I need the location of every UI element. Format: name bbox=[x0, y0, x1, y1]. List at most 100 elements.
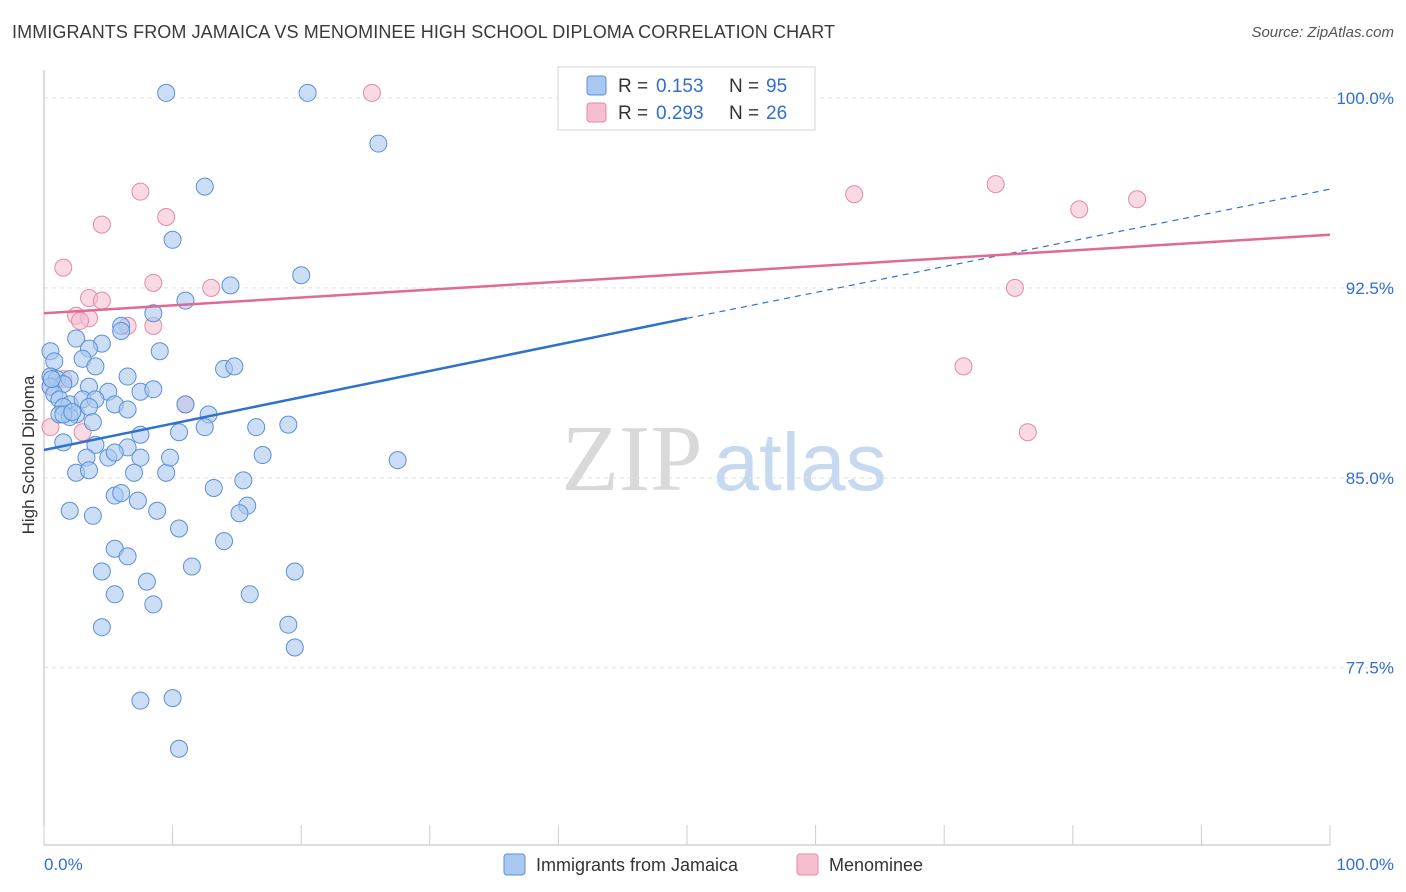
point-jamaica bbox=[131, 448, 150, 467]
point-jamaica bbox=[80, 461, 99, 480]
point-jamaica bbox=[292, 266, 311, 285]
point-menominee bbox=[1005, 278, 1024, 297]
point-jamaica bbox=[285, 638, 304, 657]
stats-legend: R = 0.153 N = 95 R = 0.293 N = 26 bbox=[557, 66, 816, 131]
point-menominee bbox=[92, 291, 111, 310]
point-jamaica bbox=[285, 562, 304, 581]
point-jamaica bbox=[176, 395, 195, 414]
grid bbox=[44, 97, 1392, 669]
point-menominee bbox=[1128, 190, 1147, 209]
point-jamaica bbox=[161, 448, 180, 467]
trend-line-menominee bbox=[43, 233, 1331, 315]
point-jamaica bbox=[195, 177, 214, 196]
point-jamaica bbox=[42, 370, 61, 389]
point-jamaica bbox=[60, 501, 79, 520]
point-jamaica bbox=[221, 276, 240, 295]
y-axis-label: High School Diploma bbox=[19, 375, 38, 534]
point-jamaica bbox=[112, 484, 131, 503]
point-jamaica bbox=[80, 397, 99, 416]
point-jamaica bbox=[118, 547, 137, 566]
point-jamaica bbox=[118, 367, 137, 386]
point-menominee bbox=[92, 215, 111, 234]
point-jamaica bbox=[137, 572, 156, 591]
x-tick-label-min: 0.0% bbox=[44, 855, 83, 874]
point-jamaica bbox=[388, 451, 407, 470]
point-jamaica bbox=[128, 491, 147, 510]
y-tick-label: 100.0% bbox=[1336, 89, 1394, 108]
stats-n-value-menominee: 26 bbox=[766, 103, 787, 124]
point-jamaica bbox=[45, 352, 64, 371]
point-menominee bbox=[54, 258, 73, 277]
point-menominee bbox=[954, 357, 973, 376]
point-jamaica bbox=[144, 595, 163, 614]
point-jamaica bbox=[105, 585, 124, 604]
point-jamaica bbox=[144, 304, 163, 323]
point-jamaica bbox=[163, 230, 182, 249]
stats-r-label-jamaica: R = bbox=[618, 76, 648, 97]
point-jamaica bbox=[157, 463, 176, 482]
stats-n-label-jamaica: N = bbox=[729, 76, 759, 97]
point-jamaica bbox=[253, 446, 272, 465]
bottom-legend: Immigrants from Jamaica Menominee bbox=[503, 853, 923, 876]
stats-r-value-jamaica: 0.153 bbox=[656, 76, 704, 97]
legend-label-jamaica: Immigrants from Jamaica bbox=[536, 855, 739, 875]
point-jamaica bbox=[86, 357, 105, 376]
watermark-zip: ZIP bbox=[562, 407, 703, 511]
point-menominee bbox=[986, 175, 1005, 194]
watermark-atlas: atlas bbox=[713, 417, 886, 508]
point-menominee bbox=[1018, 423, 1037, 442]
point-jamaica bbox=[204, 478, 223, 497]
point-jamaica bbox=[148, 501, 167, 520]
data-points bbox=[41, 83, 1147, 758]
y-tick-label: 77.5% bbox=[1346, 659, 1394, 678]
point-jamaica bbox=[234, 471, 253, 490]
point-jamaica bbox=[215, 532, 234, 551]
point-jamaica bbox=[230, 504, 249, 523]
point-jamaica bbox=[170, 519, 189, 538]
point-jamaica bbox=[170, 423, 189, 442]
point-jamaica bbox=[369, 134, 388, 153]
point-jamaica bbox=[195, 418, 214, 437]
y-tick-labels: 77.5% 85.0% 92.5% 100.0% bbox=[1336, 89, 1394, 678]
point-jamaica bbox=[182, 557, 201, 576]
point-menominee bbox=[202, 278, 221, 297]
axes bbox=[43, 70, 1331, 846]
point-jamaica bbox=[176, 291, 195, 310]
point-jamaica bbox=[279, 615, 298, 634]
source-credit: Source: ZipAtlas.com bbox=[1251, 24, 1394, 41]
trend-lines bbox=[43, 188, 1331, 452]
point-menominee bbox=[131, 182, 150, 201]
point-jamaica bbox=[131, 691, 150, 710]
point-menominee bbox=[845, 185, 864, 204]
point-menominee bbox=[71, 311, 90, 330]
point-jamaica bbox=[240, 585, 259, 604]
point-jamaica bbox=[144, 380, 163, 399]
point-jamaica bbox=[279, 415, 298, 434]
point-menominee bbox=[41, 418, 60, 437]
point-jamaica bbox=[83, 413, 102, 432]
stats-n-value-jamaica: 95 bbox=[766, 76, 787, 97]
point-jamaica bbox=[298, 83, 317, 102]
point-jamaica bbox=[247, 418, 266, 437]
point-jamaica bbox=[225, 357, 244, 376]
point-jamaica bbox=[67, 329, 86, 348]
point-jamaica bbox=[105, 443, 124, 462]
legend-swatch-menominee bbox=[796, 853, 819, 876]
point-jamaica bbox=[92, 562, 111, 581]
point-menominee bbox=[157, 208, 176, 226]
legend-label-menominee: Menominee bbox=[829, 855, 923, 875]
point-jamaica bbox=[63, 402, 82, 421]
watermark: ZIP atlas bbox=[562, 407, 887, 511]
point-jamaica bbox=[112, 321, 131, 340]
point-jamaica bbox=[150, 342, 169, 361]
point-jamaica bbox=[118, 400, 137, 419]
legend-swatch-jamaica bbox=[503, 853, 526, 876]
point-jamaica bbox=[125, 463, 144, 482]
point-jamaica bbox=[83, 506, 102, 525]
stats-swatch-menominee bbox=[586, 102, 607, 123]
point-jamaica bbox=[157, 83, 176, 102]
point-menominee bbox=[362, 83, 381, 102]
point-jamaica bbox=[163, 689, 182, 708]
point-jamaica bbox=[170, 739, 189, 758]
